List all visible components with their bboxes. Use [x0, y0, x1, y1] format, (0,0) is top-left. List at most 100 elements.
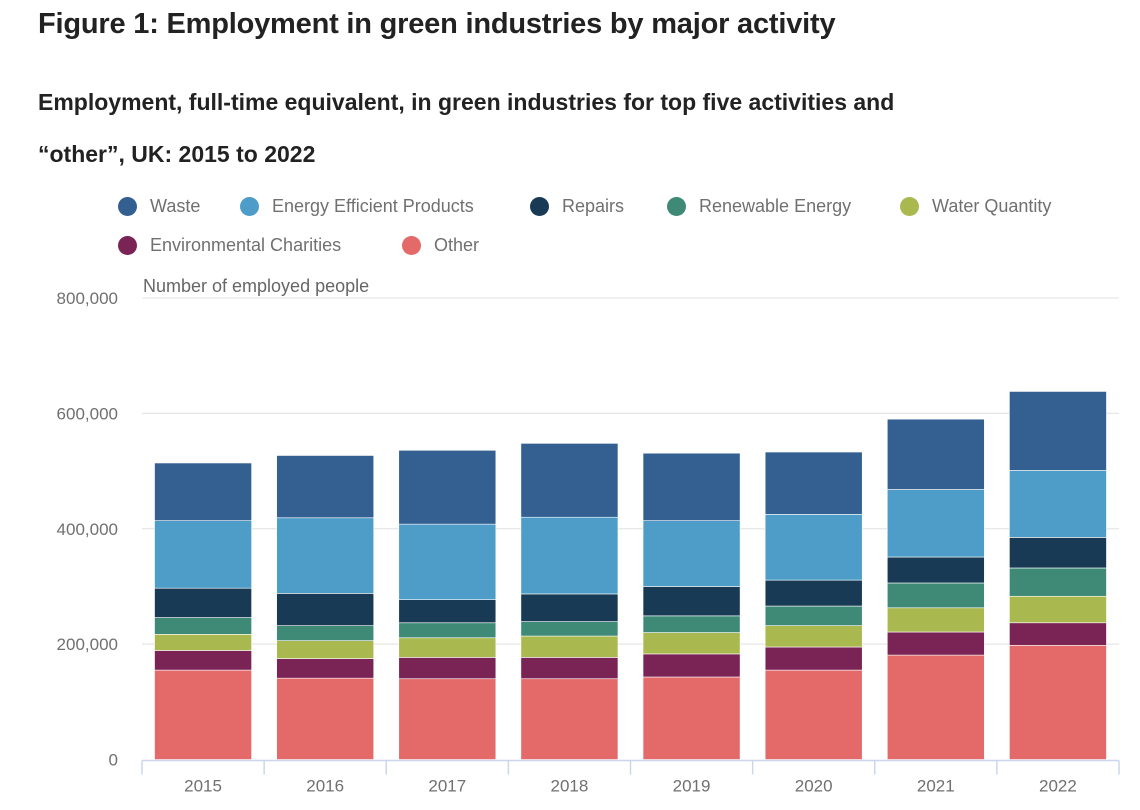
- x-tick-label: 2020: [795, 777, 833, 796]
- bar-segment[interactable]: [276, 640, 375, 659]
- bar-segment[interactable]: [764, 605, 863, 626]
- bar-segment[interactable]: [154, 462, 252, 521]
- bar-segment[interactable]: [520, 635, 619, 658]
- bar-segment[interactable]: [276, 517, 375, 594]
- y-tick-label: 800,000: [57, 289, 118, 308]
- bar-segment[interactable]: [764, 625, 863, 648]
- bar-segment[interactable]: [154, 669, 252, 760]
- bar-segment[interactable]: [886, 654, 985, 760]
- bar-segment[interactable]: [154, 587, 252, 618]
- bar-stack-2020: [764, 451, 863, 760]
- legend-dot-icon: [118, 196, 137, 216]
- bar-segment[interactable]: [1009, 537, 1107, 569]
- bar-segment[interactable]: [764, 646, 863, 671]
- legend-label: Repairs: [562, 195, 625, 216]
- bar-segment[interactable]: [398, 637, 497, 658]
- legend-item-renewable-energy[interactable]: Renewable Energy: [667, 193, 851, 219]
- x-tick-label: 2021: [917, 777, 955, 796]
- legend-dot-icon: [667, 196, 686, 216]
- legend-label: Energy Efficient Products: [272, 195, 474, 216]
- y-axis-title: Number of employed people: [143, 276, 370, 296]
- y-tick-label: 0: [109, 751, 118, 770]
- legend-item-water-quantity[interactable]: Water Quantity: [900, 193, 1051, 219]
- legend-label: Water Quantity: [932, 195, 1052, 216]
- bar-segment[interactable]: [276, 593, 375, 626]
- legend-item-repairs[interactable]: Repairs: [530, 193, 624, 219]
- bar-segment[interactable]: [520, 516, 619, 595]
- y-tick-label: 200,000: [57, 635, 118, 654]
- x-tick-label: 2022: [1039, 777, 1077, 796]
- bar-stack-2016: [276, 455, 375, 760]
- bar-stack-2019: [642, 452, 741, 760]
- bar-segment[interactable]: [154, 634, 252, 651]
- legend-dot-icon: [118, 235, 137, 255]
- bar-segment[interactable]: [398, 622, 497, 639]
- bar-segment[interactable]: [520, 678, 619, 760]
- legend-dot-icon: [900, 196, 919, 216]
- bar-segment[interactable]: [642, 520, 741, 587]
- legend-label: Waste: [150, 195, 201, 216]
- bar-segment[interactable]: [398, 449, 497, 525]
- bar-segment[interactable]: [276, 455, 375, 519]
- bar-segment[interactable]: [520, 443, 619, 518]
- x-tick-label: 2019: [673, 777, 711, 796]
- bar-segment[interactable]: [764, 579, 863, 607]
- legend-dot-icon: [240, 196, 259, 216]
- bar-stack-2022: [1009, 391, 1107, 760]
- bar-segment[interactable]: [1009, 595, 1107, 624]
- legend-label: Environmental Charities: [150, 234, 342, 255]
- bar-segment[interactable]: [520, 621, 619, 637]
- figure-title: Figure 1: Employment in green industries…: [38, 8, 836, 40]
- legend-item-environmental-charities[interactable]: Environmental Charities: [118, 232, 341, 258]
- legend-label: Renewable Energy: [699, 195, 852, 216]
- bar-segment[interactable]: [642, 586, 741, 617]
- bar-segment[interactable]: [1009, 567, 1107, 597]
- bar-segment[interactable]: [398, 657, 497, 680]
- bar-segment[interactable]: [1009, 391, 1107, 471]
- bar-segment[interactable]: [886, 607, 985, 633]
- bar-segment[interactable]: [886, 582, 985, 609]
- bar-segment[interactable]: [764, 514, 863, 581]
- bar-segment[interactable]: [764, 669, 863, 760]
- bar-segment[interactable]: [276, 625, 375, 641]
- bar-segment[interactable]: [398, 523, 497, 601]
- x-tick-label: 2016: [306, 777, 344, 796]
- bar-stack-2017: [398, 449, 497, 760]
- bar-segment[interactable]: [398, 599, 497, 624]
- bar-segment[interactable]: [642, 653, 741, 678]
- bar-segment[interactable]: [154, 650, 252, 671]
- legend-label: Other: [434, 234, 480, 255]
- bars: [154, 391, 1107, 760]
- bar-segment[interactable]: [520, 593, 619, 622]
- bar-segment[interactable]: [154, 520, 252, 589]
- legend-dot-icon: [530, 196, 549, 216]
- bar-segment[interactable]: [154, 617, 252, 635]
- bar-segment[interactable]: [886, 489, 985, 558]
- bar-segment[interactable]: [1009, 622, 1107, 646]
- bar-segment[interactable]: [642, 452, 741, 521]
- bar-segment[interactable]: [398, 678, 497, 760]
- x-tick-label: 2015: [184, 777, 222, 796]
- bar-segment[interactable]: [764, 451, 863, 515]
- bar-segment[interactable]: [886, 418, 985, 490]
- bar-segment[interactable]: [642, 676, 741, 760]
- bar-segment[interactable]: [276, 677, 375, 760]
- bar-segment[interactable]: [642, 615, 741, 633]
- bar-segment[interactable]: [276, 658, 375, 679]
- bar-stack-2018: [520, 443, 619, 760]
- y-tick-label: 400,000: [57, 520, 118, 539]
- y-axis-ticks: 0 200,000 400,000 600,000 800,000: [57, 289, 118, 770]
- legend-item-waste[interactable]: Waste: [118, 193, 200, 219]
- x-axis: 2015 2016 2017 2018 2019 2020 2021 2022: [141, 759, 1120, 796]
- figure-subtitle: Employment, full-time equivalent, in gre…: [38, 89, 895, 167]
- legend-item-other[interactable]: Other: [402, 232, 479, 258]
- bar-segment[interactable]: [886, 631, 985, 656]
- bar-segment[interactable]: [1009, 644, 1107, 760]
- bar-segment[interactable]: [886, 556, 985, 584]
- bar-segment[interactable]: [520, 657, 619, 680]
- legend-item-energy-efficient-products[interactable]: Energy Efficient Products: [240, 193, 474, 219]
- y-tick-label: 600,000: [57, 404, 118, 423]
- bar-segment[interactable]: [642, 632, 741, 655]
- bar-segment[interactable]: [1009, 470, 1107, 538]
